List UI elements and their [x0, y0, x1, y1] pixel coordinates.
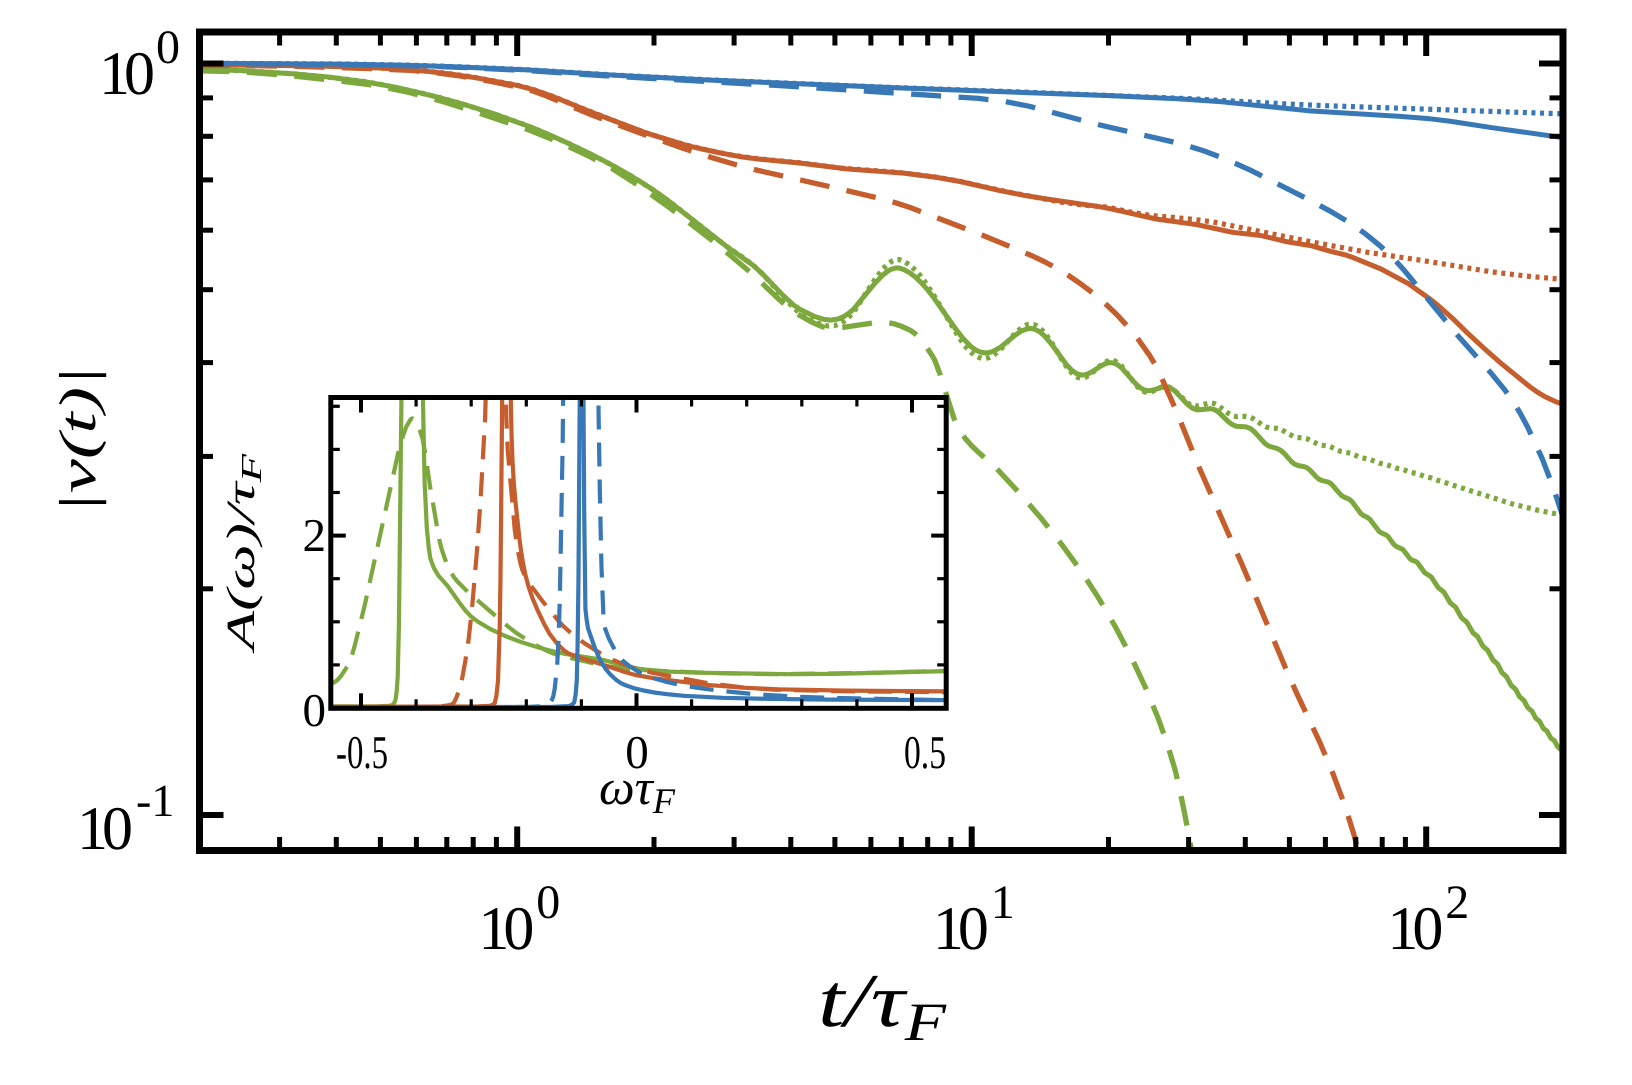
svg-text:10: 10 [99, 40, 155, 108]
svg-text:0: 0 [303, 685, 327, 737]
svg-text:t/τF: t/τ F [818, 959, 947, 1052]
svg-text:0: 0 [156, 21, 180, 74]
svg-text:10: 10 [1387, 895, 1443, 963]
svg-text:|ν(t)|: |ν(t)| [50, 366, 107, 514]
svg-text:2: 2 [303, 510, 327, 562]
svg-text:10: 10 [478, 895, 534, 963]
svg-text:0.5: 0.5 [904, 727, 946, 779]
svg-text:2: 2 [1445, 876, 1469, 929]
svg-text:A(ω)/τF: A(ω)/τF [218, 454, 268, 655]
svg-text:10: 10 [933, 895, 989, 963]
svg-text:10: 10 [77, 795, 133, 863]
svg-text:0: 0 [536, 876, 560, 929]
svg-text:0: 0 [625, 727, 649, 779]
svg-text:1: 1 [991, 876, 1015, 929]
svg-text:-1: -1 [136, 775, 174, 826]
svg-text:-0.5: -0.5 [336, 727, 388, 779]
